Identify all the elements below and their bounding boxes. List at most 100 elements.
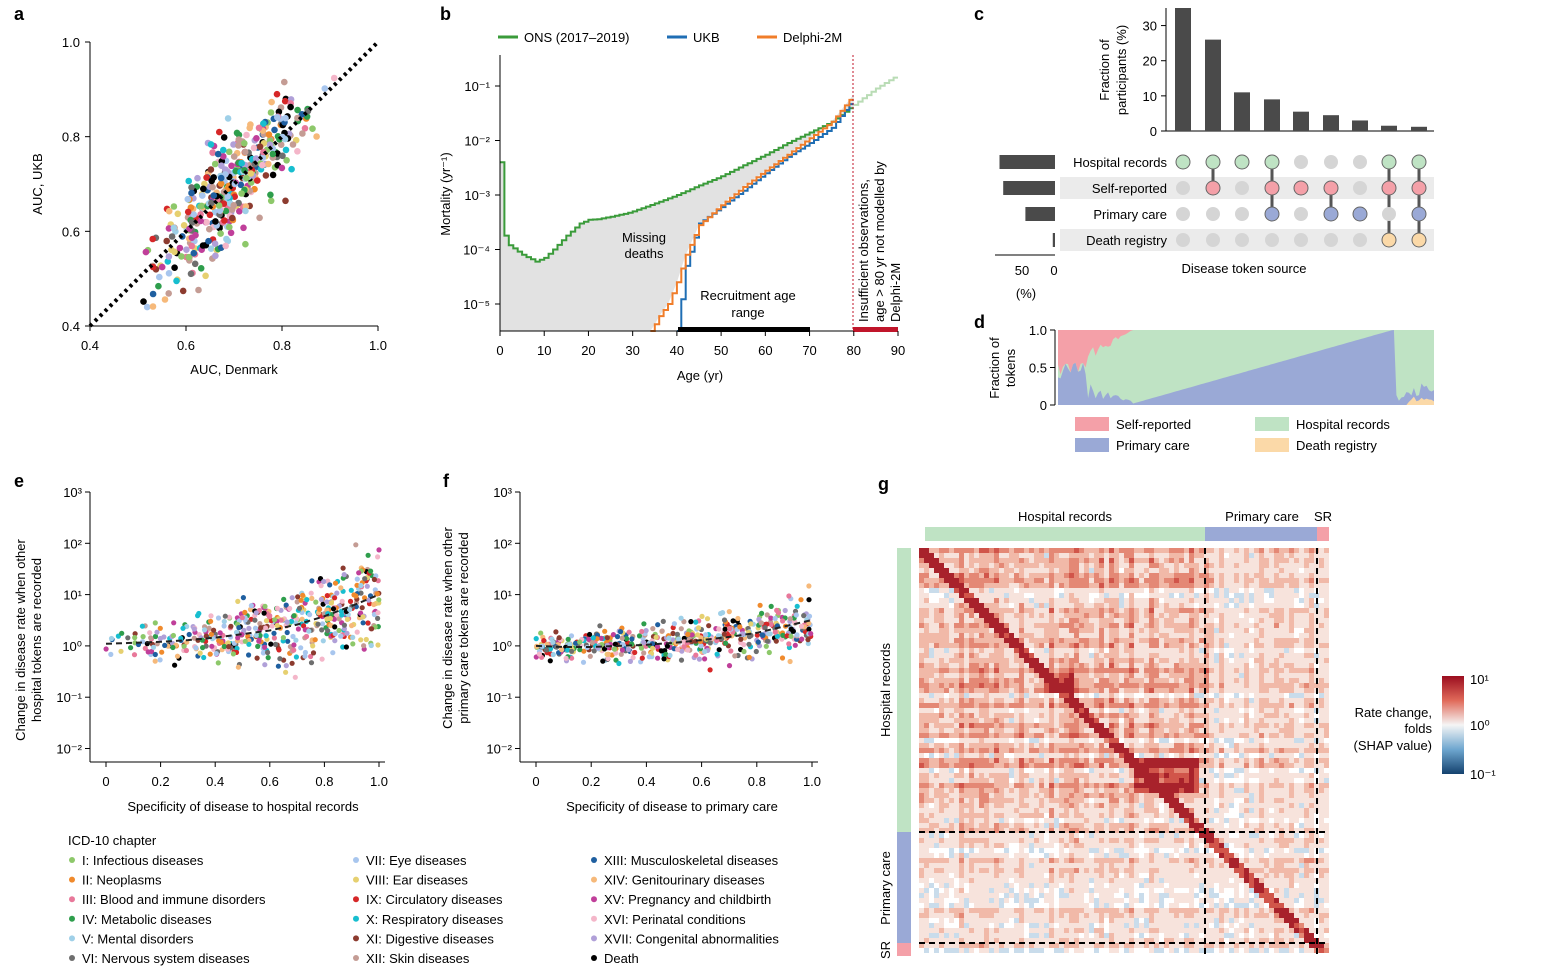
g-heat-cell — [1199, 708, 1204, 713]
g-heat-cell — [939, 733, 944, 738]
g-heat-cell — [1044, 698, 1049, 703]
g-heat-cell — [1049, 748, 1054, 753]
g-heat-cell — [1019, 558, 1024, 563]
g-heat-cell — [1289, 628, 1294, 633]
g-heat-cell — [954, 708, 959, 713]
g-heat-cell — [1089, 618, 1094, 623]
g-heat-cell — [1074, 683, 1079, 688]
g-heat-cell — [1159, 648, 1164, 653]
g-heat-cell — [924, 718, 929, 723]
g-heat-cell — [1129, 613, 1134, 618]
g-heat-cell — [1064, 628, 1069, 633]
g-heat-cell — [1029, 583, 1034, 588]
g-side-primary — [897, 832, 911, 943]
g-heat-cell — [1104, 698, 1109, 703]
g-heat-cell — [1049, 693, 1054, 698]
g-heat-cell — [1139, 603, 1144, 608]
g-heat-cell — [1044, 703, 1049, 708]
g-heat-cell — [1214, 748, 1219, 753]
g-heat-cell — [934, 608, 939, 613]
g-heat-cell — [1279, 718, 1284, 723]
g-heat-cell — [1039, 623, 1044, 628]
g-heat-cell — [1259, 703, 1264, 708]
g-heat-cell — [1149, 728, 1154, 733]
c-matrix-dot — [1205, 154, 1221, 170]
g-heat-cell — [1004, 718, 1009, 723]
g-heat-cell — [1214, 558, 1219, 563]
f-point — [718, 610, 724, 617]
g-heat-cell — [1159, 568, 1164, 573]
g-heat-cell — [1169, 668, 1174, 673]
g-heat-cell — [1089, 728, 1094, 733]
g-heat-cell — [1184, 568, 1189, 573]
g-heat-cell — [1099, 548, 1104, 553]
a-point — [225, 148, 233, 156]
g-heat-cell — [1254, 743, 1259, 748]
g-heat-cell — [1209, 603, 1214, 608]
g-heat-cell — [1109, 698, 1114, 703]
g-heat-cell — [1029, 618, 1034, 623]
g-heat-cell — [934, 618, 939, 623]
g-heat-cell — [1284, 618, 1289, 623]
c-matrix-dot — [1353, 233, 1367, 247]
g-heat-cell — [1144, 608, 1149, 613]
g-heat-cell — [1169, 723, 1174, 728]
g-heat-cell — [1164, 638, 1169, 643]
g-heat-cell — [939, 608, 944, 613]
g-heat-cell — [1324, 663, 1329, 668]
g-heat-cell — [934, 693, 939, 698]
g-heat-cell — [1189, 643, 1194, 648]
g-heat-cell — [1094, 653, 1099, 658]
g-heat-cell — [964, 738, 969, 743]
g-heat-cell — [1069, 663, 1074, 668]
g-heat-cell — [1124, 743, 1129, 748]
g-heat-cell — [979, 703, 984, 708]
g-heat-cell — [1299, 693, 1304, 698]
d-stacked-area — [1058, 330, 1434, 405]
g-heat-cell — [919, 638, 924, 643]
g-heat-cell — [964, 678, 969, 683]
g-heat-cell — [1234, 558, 1239, 563]
g-heat-cell — [1079, 673, 1084, 678]
g-heat-cell — [1009, 683, 1014, 688]
g-heat-cell — [1239, 643, 1244, 648]
g-heat-cell — [1234, 588, 1239, 593]
f-point — [738, 636, 744, 642]
g-heat-cell — [1119, 583, 1124, 588]
g-heat-cell — [1159, 638, 1164, 643]
g-heat-cell — [994, 593, 999, 598]
g-heat-cell — [1174, 553, 1179, 558]
g-heat-cell — [1299, 608, 1304, 613]
e-point — [281, 596, 287, 603]
b-legend: ONS (2017–2019) UKB Delphi-2M — [498, 30, 842, 45]
g-heat-cell — [1064, 733, 1069, 738]
g-heat-cell — [1294, 723, 1299, 728]
g-heat-cell — [1074, 633, 1079, 638]
g-heat-cell — [1254, 633, 1259, 638]
a-xtick-label: 1.0 — [369, 338, 387, 353]
g-heat-cell — [929, 713, 934, 718]
e-point — [235, 664, 241, 670]
g-heat-cell — [1119, 728, 1124, 733]
g-heat-cell — [1174, 588, 1179, 593]
e-point — [371, 601, 377, 608]
c-matrix-dot — [1264, 154, 1280, 170]
e-point — [162, 642, 168, 649]
g-heat-cell — [1289, 568, 1294, 573]
g-heat-cell — [1139, 613, 1144, 618]
g-heat-cell — [969, 743, 974, 748]
g-heat-cell — [1059, 723, 1064, 728]
a-point — [253, 135, 260, 142]
f-point — [675, 636, 682, 642]
g-heat-cell — [919, 653, 924, 658]
g-heat-cell — [1154, 733, 1159, 738]
g-heat-cell — [974, 708, 979, 713]
g-heat-cell — [1139, 668, 1144, 673]
g-heat-cell — [1214, 638, 1219, 643]
e-point — [246, 652, 252, 658]
g-heat-cell — [1064, 728, 1069, 733]
g-heat-cell — [1104, 583, 1109, 588]
g-heat-cell — [1089, 643, 1094, 648]
f-point — [678, 615, 684, 621]
g-heat-cell — [1164, 668, 1169, 673]
